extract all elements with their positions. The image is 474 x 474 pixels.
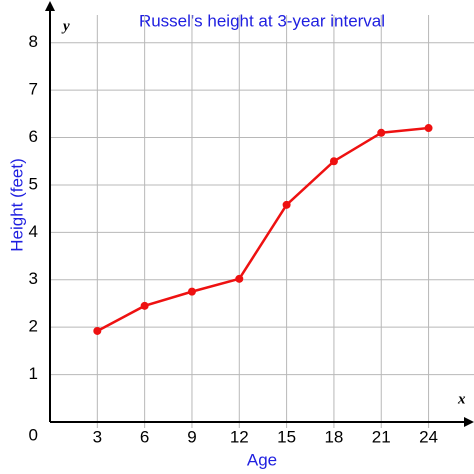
x-tick-label: 3 xyxy=(93,427,102,446)
chart-title: Russel's height at 3-year interval xyxy=(139,11,385,30)
y-axis-letter: y xyxy=(61,18,70,34)
x-tick-label: 12 xyxy=(230,427,249,446)
y-tick-label: 3 xyxy=(29,269,38,288)
x-tick-label: 21 xyxy=(372,427,391,446)
y-tick-label: 2 xyxy=(29,317,38,336)
x-tick-label: 18 xyxy=(324,427,343,446)
data-point xyxy=(140,301,149,310)
data-line xyxy=(96,126,429,333)
data-point xyxy=(187,287,196,296)
y-tick-label: 1 xyxy=(29,364,38,383)
y-tick-label: 4 xyxy=(29,222,38,241)
data-point xyxy=(424,124,433,133)
x-tick-label: 15 xyxy=(277,427,296,446)
x-tick-label: 24 xyxy=(419,427,438,446)
x-tick-label: 6 xyxy=(140,427,149,446)
data-point xyxy=(329,157,338,166)
data-point xyxy=(282,200,291,209)
data-point xyxy=(377,128,386,137)
x-tick-label: 9 xyxy=(187,427,196,446)
data-point xyxy=(235,274,244,283)
x-axis-letter: x xyxy=(457,391,466,407)
x-tick-label: 0 xyxy=(29,425,38,444)
y-tick-label: 8 xyxy=(29,32,38,51)
y-tick-label: 7 xyxy=(29,80,38,99)
x-axis-arrow xyxy=(464,417,474,427)
x-axis-label: Age xyxy=(247,450,277,469)
y-axis-arrow xyxy=(45,1,55,11)
y-axis-label: Height (feet) xyxy=(7,158,26,252)
y-tick-label: 6 xyxy=(29,127,38,146)
data-point xyxy=(93,326,102,335)
y-tick-label: 5 xyxy=(29,174,38,193)
